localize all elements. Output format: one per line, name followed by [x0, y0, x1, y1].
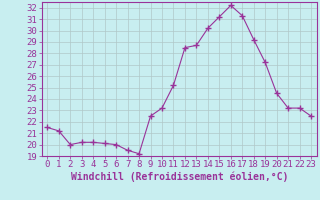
X-axis label: Windchill (Refroidissement éolien,°C): Windchill (Refroidissement éolien,°C)	[70, 172, 288, 182]
